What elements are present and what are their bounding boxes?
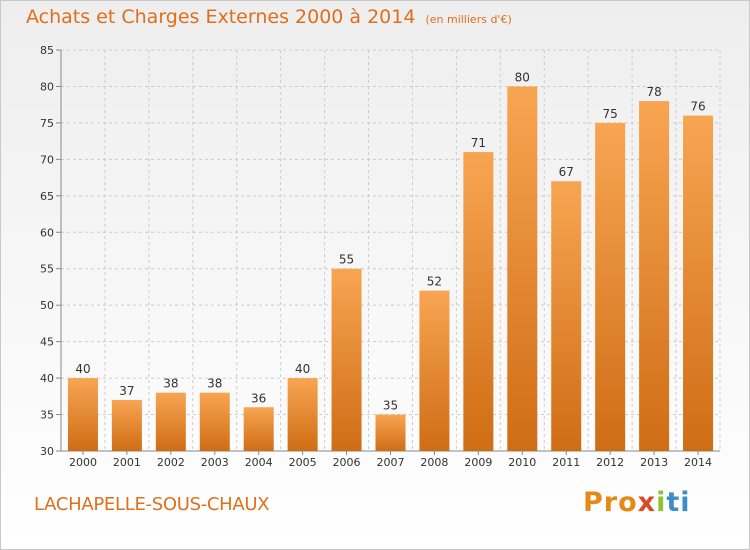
- bar-value-label: 76: [690, 100, 705, 114]
- commune-name: LACHAPELLE-SOUS-CHAUX: [34, 494, 270, 515]
- bar[interactable]: [243, 407, 274, 451]
- x-tick-label: 2009: [464, 456, 492, 469]
- bars: [67, 86, 714, 452]
- y-tick-label: 75: [40, 117, 54, 130]
- bar[interactable]: [463, 152, 494, 451]
- proxiti-logo[interactable]: Proxiti: [583, 487, 691, 518]
- bar-value-label: 38: [207, 377, 222, 391]
- y-tick-label: 60: [40, 226, 54, 239]
- bar[interactable]: [67, 378, 98, 451]
- y-tick-label: 55: [40, 263, 54, 276]
- y-tick-label: 70: [40, 153, 54, 166]
- y-tick-label: 65: [40, 190, 54, 203]
- bar[interactable]: [287, 378, 318, 451]
- x-tick-label: 2007: [377, 456, 405, 469]
- bar-value-label: 55: [339, 253, 354, 267]
- x-tick-label: 2001: [113, 456, 141, 469]
- logo-part-3: i: [656, 487, 667, 518]
- bar[interactable]: [155, 392, 186, 451]
- y-tick-label: 80: [40, 80, 54, 93]
- bar-value-label: 78: [646, 85, 661, 99]
- bar-value-label: 35: [383, 399, 398, 413]
- chart-subtitle: (en milliers d'€): [425, 13, 512, 26]
- bar-value-label: 37: [119, 384, 134, 398]
- bar[interactable]: [331, 268, 362, 451]
- bar[interactable]: [199, 392, 230, 451]
- y-tick-labels: 30 35 40 45 50 55 60 65 70 75 80 85: [40, 44, 54, 458]
- logo-part-4: ti: [666, 487, 691, 518]
- bar[interactable]: [111, 399, 142, 451]
- bar[interactable]: [551, 181, 582, 451]
- bar-value-label: 40: [75, 362, 90, 376]
- x-tick-label: 2013: [640, 456, 668, 469]
- bar-value-label: 67: [559, 165, 574, 179]
- logo-part-2: x: [637, 487, 657, 518]
- chart-title-text: Achats et Charges Externes 2000 à 2014: [26, 6, 416, 28]
- bar-value-label: 38: [163, 377, 178, 391]
- x-tick-label: 2000: [69, 456, 97, 469]
- x-tick-label: 2003: [201, 456, 229, 469]
- bar[interactable]: [419, 290, 450, 451]
- x-tick-label: 2010: [508, 456, 536, 469]
- x-tick-label: 2006: [333, 456, 361, 469]
- x-tick-label: 2008: [420, 456, 448, 469]
- x-tick-label: 2014: [684, 456, 712, 469]
- x-tick-labels: 2000 2001 2002 2003 2004 2005 2006 2007 2008 2009…: [69, 456, 712, 469]
- bar[interactable]: [375, 414, 406, 451]
- bar-value-label: 75: [603, 107, 618, 121]
- x-tick-label: 2011: [552, 456, 580, 469]
- bar[interactable]: [683, 115, 714, 452]
- y-tick-label: 85: [40, 44, 54, 57]
- bar[interactable]: [507, 86, 538, 452]
- bar-value-label: 71: [471, 136, 486, 150]
- y-tick-label: 30: [40, 445, 54, 458]
- bar-value-label: 52: [427, 275, 442, 289]
- x-tick-label: 2002: [157, 456, 185, 469]
- y-tick-label: 45: [40, 336, 54, 349]
- y-tick-label: 35: [40, 409, 54, 422]
- bar[interactable]: [595, 122, 626, 451]
- chart-title: Achats et Charges Externes 2000 à 2014 (e…: [26, 6, 512, 28]
- x-tick-label: 2005: [289, 456, 317, 469]
- x-tick-label: 2004: [245, 456, 273, 469]
- bar-value-label: 80: [515, 70, 530, 84]
- bar-value-label: 40: [295, 362, 310, 376]
- y-tick-label: 50: [40, 299, 54, 312]
- y-tick-label: 40: [40, 372, 54, 385]
- bar[interactable]: [639, 101, 670, 451]
- x-tick-label: 2012: [596, 456, 624, 469]
- logo-part-1: Pro: [583, 487, 638, 518]
- bar-value-label: 36: [251, 391, 266, 405]
- bar-labels: 40 37 38 38 36 40 55 35 52 71 80 67 75 78 76: [75, 70, 705, 412]
- grid-lines: [60, 49, 721, 452]
